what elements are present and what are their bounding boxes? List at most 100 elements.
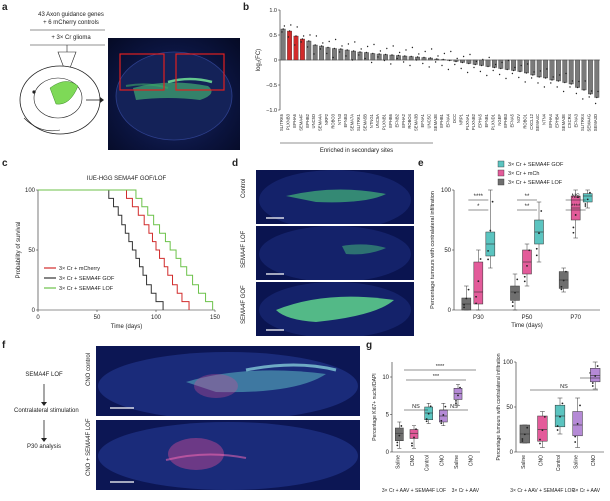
box-3-point bbox=[440, 422, 443, 425]
data-point bbox=[294, 44, 296, 46]
box-2-point bbox=[559, 415, 561, 418]
data-point bbox=[468, 62, 470, 65]
data-point bbox=[456, 57, 458, 60]
data-point bbox=[334, 38, 337, 41]
image-sema4f-lof bbox=[256, 226, 414, 280]
x-tick-label: EPHA4 bbox=[548, 113, 553, 127]
x-tick-label: P30 bbox=[473, 315, 484, 321]
box-3-point bbox=[442, 414, 445, 416]
y-tick-label: 0.5 bbox=[269, 33, 277, 39]
bar bbox=[588, 59, 593, 95]
bar bbox=[568, 59, 574, 85]
x-tick-label: 150 bbox=[210, 315, 221, 321]
y-tick-label: 5 bbox=[386, 413, 390, 419]
data-point bbox=[418, 53, 420, 55]
data-point bbox=[424, 50, 426, 53]
flow-step-3: P30 analysis bbox=[26, 444, 62, 450]
data-point bbox=[461, 61, 464, 64]
x-tick-label: SEMA3D bbox=[593, 114, 598, 131]
box-2-point bbox=[425, 418, 428, 420]
data-point bbox=[544, 77, 547, 79]
data-point bbox=[488, 56, 490, 59]
data-point bbox=[346, 49, 348, 51]
data-point bbox=[492, 69, 494, 72]
bar bbox=[312, 44, 318, 61]
bar bbox=[287, 30, 292, 61]
data-point bbox=[283, 25, 286, 27]
x-tick-label: ROBO4 bbox=[407, 113, 412, 128]
data-point bbox=[583, 89, 585, 91]
bar bbox=[485, 59, 491, 67]
arrow-down-icon bbox=[41, 438, 47, 442]
y-tick-label: 100 bbox=[503, 360, 514, 366]
data-point bbox=[309, 34, 311, 36]
x-tick-label: 100 bbox=[151, 315, 162, 321]
data-point bbox=[428, 66, 430, 68]
x-tick-label: EPHB4 bbox=[554, 113, 559, 127]
data-point bbox=[474, 63, 476, 66]
bar bbox=[351, 50, 356, 61]
data-point bbox=[498, 73, 501, 76]
box-4-point bbox=[457, 394, 459, 397]
x-tick-label: CNO bbox=[410, 455, 416, 466]
bar bbox=[581, 59, 587, 91]
x-tick-label: CNO bbox=[538, 455, 544, 466]
group-label: 3× Cr + AAV + SEMA4F LOF bbox=[382, 488, 446, 494]
x-tick-label: 50 bbox=[94, 315, 101, 321]
box-1-point bbox=[541, 429, 544, 432]
chart-c: IUE-HGG SEMA4F GOF/LOF 0 50 100 150 0 50 100 Tim… bbox=[16, 176, 221, 330]
box-3-point bbox=[576, 422, 579, 425]
panel-a-line3: + 3× Cr glioma bbox=[51, 35, 91, 41]
x-tick-label: CXCL12 bbox=[529, 113, 534, 129]
data-point bbox=[373, 43, 375, 46]
box-4-point bbox=[591, 385, 594, 387]
image-control bbox=[256, 170, 414, 224]
panel-label-g: g bbox=[366, 340, 373, 351]
data-point bbox=[384, 53, 387, 56]
y-tick-label: −0.5 bbox=[266, 83, 277, 89]
box-4 bbox=[453, 388, 463, 400]
box-0-point bbox=[521, 440, 524, 442]
mouse-brain-schematic bbox=[19, 29, 105, 135]
x-tick-label: SEMA3E bbox=[433, 114, 438, 131]
bar bbox=[383, 54, 388, 61]
x-tick-label: Control bbox=[425, 455, 431, 471]
data-point bbox=[358, 54, 360, 56]
x-tick-label: EFNA1 bbox=[420, 113, 425, 127]
x-tick-label: EPHB1 bbox=[439, 113, 444, 127]
box-2-point bbox=[427, 412, 430, 415]
bar bbox=[562, 59, 568, 83]
box-P70-1-point bbox=[572, 226, 575, 229]
box-1-point bbox=[543, 416, 546, 418]
data-point bbox=[511, 72, 514, 75]
data-point bbox=[422, 62, 424, 65]
box-4-point bbox=[455, 402, 457, 405]
box-P50-0-point bbox=[535, 247, 538, 250]
x-tick-label: Saline bbox=[454, 455, 460, 469]
box-P50-2-point bbox=[511, 305, 514, 307]
data-point bbox=[423, 56, 425, 59]
x-tick-label: Saline bbox=[395, 455, 401, 469]
data-point bbox=[518, 76, 520, 79]
data-point bbox=[450, 50, 452, 53]
legend-swatch bbox=[497, 160, 505, 168]
box-P50-2-point bbox=[511, 301, 514, 303]
syringe-icon bbox=[57, 51, 77, 69]
bar bbox=[498, 59, 504, 69]
glioma-tumour-icon bbox=[49, 81, 79, 105]
sig-label: * bbox=[477, 204, 480, 210]
data-point bbox=[578, 80, 580, 83]
data-point bbox=[494, 63, 497, 66]
data-point bbox=[328, 40, 330, 43]
x-tick-label: SLITRK6 bbox=[279, 113, 284, 131]
group-label: 3× Cr + AAV + SEMA4F LOF bbox=[510, 488, 574, 494]
panel-label-f: f bbox=[2, 340, 6, 351]
y-tick-label: 100 bbox=[441, 188, 452, 194]
x-tick-label: CNO bbox=[439, 455, 445, 466]
x-tick-label: CNO bbox=[469, 455, 475, 466]
box-3-point bbox=[444, 405, 447, 408]
data-point bbox=[564, 81, 566, 84]
data-point bbox=[479, 70, 482, 73]
box-P70-2-point bbox=[560, 288, 563, 291]
